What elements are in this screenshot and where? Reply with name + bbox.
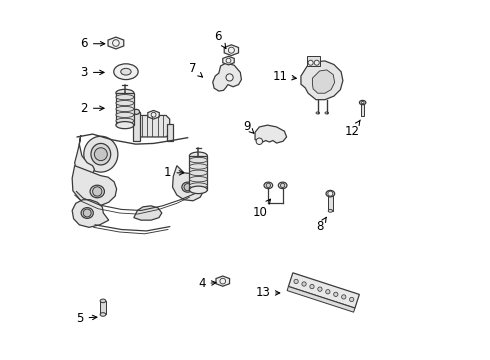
Polygon shape (74, 135, 95, 177)
Ellipse shape (328, 210, 333, 212)
Text: 13: 13 (255, 287, 280, 300)
Circle shape (294, 279, 298, 284)
Ellipse shape (190, 157, 207, 163)
Bar (287, 287, 355, 312)
Text: 10: 10 (252, 199, 270, 219)
Ellipse shape (121, 68, 131, 75)
Text: 3: 3 (80, 66, 104, 79)
Ellipse shape (190, 164, 207, 169)
Circle shape (349, 297, 354, 302)
Polygon shape (313, 70, 335, 93)
Text: 4: 4 (198, 278, 216, 291)
Polygon shape (213, 63, 242, 91)
Ellipse shape (278, 182, 287, 189)
Polygon shape (224, 45, 239, 55)
Text: 8: 8 (317, 217, 326, 233)
Circle shape (220, 278, 225, 284)
Ellipse shape (116, 95, 134, 100)
Ellipse shape (359, 100, 366, 105)
Circle shape (334, 292, 338, 297)
Polygon shape (301, 61, 343, 100)
Ellipse shape (91, 143, 111, 165)
Ellipse shape (133, 109, 140, 114)
Ellipse shape (325, 112, 329, 114)
Ellipse shape (84, 136, 118, 172)
Text: 2: 2 (80, 102, 104, 115)
Ellipse shape (114, 64, 138, 80)
Ellipse shape (316, 112, 319, 114)
Polygon shape (216, 276, 229, 286)
Text: 6: 6 (214, 30, 226, 48)
Circle shape (226, 74, 233, 81)
Circle shape (95, 148, 107, 161)
Ellipse shape (190, 186, 207, 194)
Ellipse shape (100, 299, 106, 303)
Ellipse shape (81, 208, 93, 219)
Bar (361, 103, 365, 116)
Circle shape (93, 187, 102, 196)
Bar (289, 273, 359, 308)
Polygon shape (172, 166, 204, 201)
Polygon shape (255, 125, 287, 143)
Bar (328, 194, 333, 211)
Circle shape (184, 184, 191, 191)
Ellipse shape (182, 182, 194, 192)
Polygon shape (108, 37, 124, 49)
Ellipse shape (116, 112, 134, 117)
Bar (116, 93, 134, 125)
Ellipse shape (361, 102, 364, 104)
Circle shape (342, 295, 346, 299)
Text: 6: 6 (80, 37, 105, 50)
Bar (307, 55, 319, 66)
Circle shape (151, 112, 156, 117)
Ellipse shape (116, 100, 134, 105)
Ellipse shape (116, 107, 134, 112)
Circle shape (314, 60, 319, 65)
Ellipse shape (90, 185, 104, 198)
Text: 5: 5 (76, 311, 97, 325)
Circle shape (113, 40, 119, 46)
Polygon shape (223, 56, 234, 65)
Ellipse shape (116, 118, 134, 123)
Text: 11: 11 (272, 69, 296, 82)
Text: 12: 12 (345, 120, 360, 138)
Circle shape (228, 47, 234, 53)
Circle shape (328, 191, 333, 196)
Circle shape (256, 138, 263, 144)
Circle shape (326, 289, 330, 294)
Ellipse shape (190, 152, 207, 159)
Text: 7: 7 (189, 62, 202, 77)
Text: 1: 1 (164, 166, 184, 179)
Polygon shape (72, 166, 117, 206)
Polygon shape (148, 111, 159, 119)
Text: 9: 9 (243, 120, 254, 133)
Polygon shape (136, 116, 170, 137)
Bar (167, 125, 173, 140)
Ellipse shape (190, 183, 207, 188)
Ellipse shape (264, 182, 272, 189)
Ellipse shape (116, 122, 134, 129)
Circle shape (318, 287, 322, 291)
Circle shape (302, 282, 306, 286)
Ellipse shape (326, 190, 335, 197)
Ellipse shape (116, 89, 134, 96)
Circle shape (226, 58, 231, 63)
Circle shape (310, 284, 314, 289)
Polygon shape (72, 200, 109, 227)
Circle shape (266, 183, 270, 188)
Bar (190, 156, 207, 190)
Circle shape (280, 183, 285, 188)
Polygon shape (134, 206, 162, 220)
Circle shape (83, 209, 91, 217)
Ellipse shape (190, 176, 207, 182)
Circle shape (308, 60, 313, 65)
Bar (133, 112, 140, 140)
Ellipse shape (100, 313, 106, 316)
Bar (100, 301, 106, 315)
Ellipse shape (190, 170, 207, 176)
